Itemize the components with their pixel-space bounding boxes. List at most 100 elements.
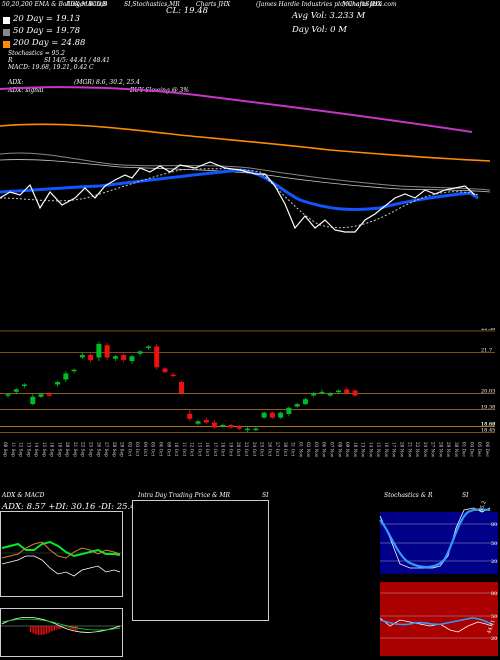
- date-axis: 08 Sep 11 Sep 12 Sep 13 Sep 14 Sep 15 Sep 18 S…: [3, 442, 490, 458]
- date-label: 16 Nov: [384, 442, 389, 458]
- macd-histogram-bar: [71, 626, 73, 630]
- candle-body: [79, 355, 85, 358]
- date-label: 13 Sep: [26, 442, 31, 457]
- macd-histogram-bar: [33, 626, 35, 634]
- date-label: 10 Nov: [353, 442, 358, 458]
- date-label: 25 Oct: [260, 442, 265, 456]
- macd-histogram-bar: [66, 626, 68, 628]
- legend-50-day: 50 Day = 19.78: [13, 26, 81, 36]
- macd-histogram-bar: [49, 626, 51, 633]
- candle-body: [162, 368, 168, 373]
- candle-body: [38, 394, 44, 397]
- stoch-end-value: 95.2: [478, 500, 487, 513]
- candle-body: [220, 424, 226, 427]
- date-label: 30 Nov: [454, 442, 459, 458]
- candle-body: [294, 404, 300, 407]
- date-label: 29 Sep: [120, 442, 125, 457]
- date-label: 24 Oct: [252, 442, 257, 456]
- day-volume: Day Vol: 0 M: [292, 25, 347, 35]
- candle-body: [154, 346, 160, 368]
- candle-body: [46, 394, 52, 396]
- candle-body: [88, 355, 94, 360]
- stochastics-value: Stochastics = 95.2: [8, 50, 65, 57]
- macd-panel-frame: [0, 608, 123, 657]
- date-label: 20 Nov: [399, 442, 404, 458]
- date-label: 03 Nov: [314, 442, 319, 458]
- macd-histogram-bar: [68, 626, 70, 629]
- candle-body: [121, 355, 127, 360]
- candle-body: [269, 412, 275, 418]
- adx-macd-title: ADX & MACD: [2, 492, 45, 499]
- date-label: 27 Sep: [104, 442, 109, 457]
- candle-body: [335, 390, 341, 393]
- stoch-axis-50: 50: [491, 541, 497, 547]
- macd-histogram-bar: [38, 626, 39, 635]
- si-axis-20: 20: [491, 636, 497, 642]
- macd-histogram-bar: [55, 626, 57, 630]
- candle-body: [30, 396, 36, 405]
- legend-swatch-200: [3, 41, 10, 48]
- date-label: 07 Nov: [330, 442, 335, 458]
- date-label: 19 Sep: [57, 442, 62, 457]
- macd-histogram-bar: [31, 626, 33, 633]
- macd-histogram-bar: [41, 626, 43, 635]
- legend-200-day: 200 Day = 24.88: [13, 38, 86, 48]
- macd-histogram-bar: [36, 626, 38, 635]
- date-label: 14 Nov: [368, 442, 373, 458]
- macd-histogram: [30, 626, 78, 635]
- candle-body: [245, 428, 251, 431]
- price-axis-label: 18.69: [481, 421, 495, 427]
- candle-body: [286, 407, 292, 414]
- stochastic-k-line: [379, 507, 491, 569]
- date-label: 06 Dec: [485, 442, 490, 457]
- date-label: 28 Nov: [438, 442, 443, 458]
- stochastics-si: SI: [462, 492, 469, 499]
- date-label: 22 Nov: [415, 442, 420, 458]
- macd-signal-line: [1, 618, 121, 631]
- date-label: 31 Oct: [291, 442, 296, 456]
- intra-day-frame: [132, 500, 269, 621]
- candle-body: [112, 356, 118, 359]
- bollinger-upper-line: [0, 86, 473, 133]
- candle-body: [22, 384, 28, 386]
- date-label: 17 Oct: [213, 442, 218, 456]
- macd-histogram-bar: [39, 626, 41, 635]
- intra-day-title: Intra Day Trading Price & MR: [138, 492, 231, 499]
- adx-minus-di-line: [1, 541, 121, 559]
- candle-body: [253, 428, 259, 431]
- ema-20-dotted-line: [0, 168, 479, 229]
- date-label: 08 Sep: [3, 442, 8, 457]
- adx-label: ADX:: [8, 79, 24, 86]
- candle-body: [203, 420, 209, 423]
- date-label: 06 Nov: [322, 442, 327, 458]
- header-codes: 50,20,200 EMA & Bollinger Bands: [2, 1, 108, 8]
- date-label: 12 Oct: [190, 442, 195, 456]
- candle-body: [145, 346, 151, 348]
- price-white-line: [0, 161, 476, 233]
- price-axis-label: 18.45: [481, 427, 495, 433]
- si-axis-50: 50: [491, 614, 497, 620]
- candle-body: [13, 389, 19, 392]
- macd-histogram-bar: [74, 626, 76, 631]
- date-label: 23 Oct: [244, 442, 249, 456]
- price-axis-label: 20.03: [481, 389, 495, 395]
- macd-histogram-bar: [42, 626, 44, 635]
- date-label: 05 Dec: [477, 442, 482, 457]
- date-label: 12 Sep: [19, 442, 24, 457]
- charts-label: Charts JHX: [196, 1, 231, 8]
- adx-macd-values: ADX: 8.57 +DI: 30.16 -DI: 25.4: [2, 502, 136, 512]
- date-label: 28 Sep: [112, 442, 117, 457]
- date-label: 18 Sep: [50, 442, 55, 457]
- candle-body: [278, 412, 284, 418]
- si-r-label: R: [8, 57, 13, 64]
- date-label: 11 Sep: [11, 442, 16, 457]
- candle-body: [344, 389, 350, 394]
- date-label: 20 Sep: [65, 442, 70, 457]
- date-label: 27 Nov: [431, 442, 436, 458]
- avg-volume: Avg Vol: 3.233 M: [292, 11, 366, 21]
- date-label: 01 Dec: [462, 442, 467, 457]
- date-label: 29 Nov: [446, 442, 451, 458]
- macd-histogram-bar: [58, 626, 60, 630]
- date-label: 06 Oct: [158, 442, 163, 456]
- candle-body: [311, 393, 317, 396]
